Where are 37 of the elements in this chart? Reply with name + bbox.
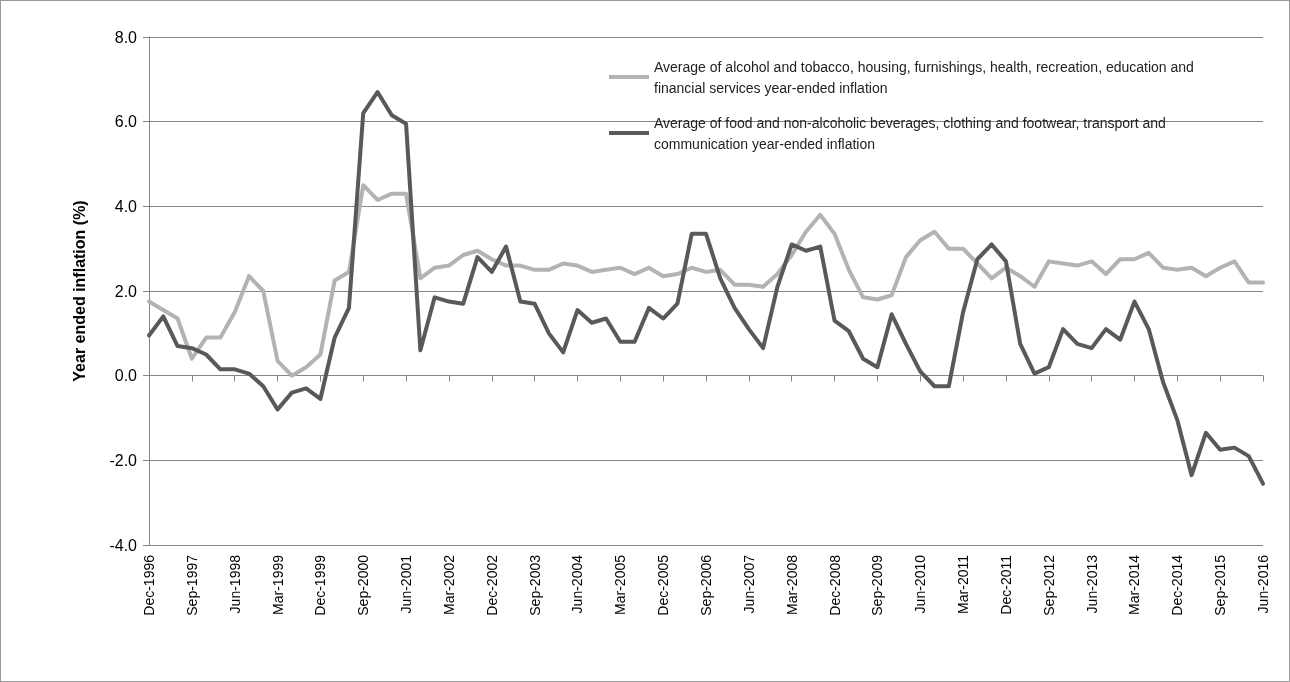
x-tick-label: Mar-2011 <box>955 554 972 614</box>
x-tick-label: Dec-2011 <box>997 554 1014 615</box>
x-tick-label: Sep-2012 <box>1040 554 1057 616</box>
x-tick-label: Mar-2002 <box>440 554 457 615</box>
x-tick-label: Jun-2001 <box>398 554 415 614</box>
y-tick-label: 8.0 <box>114 28 138 46</box>
y-axis-title: Year ended inflation (%) <box>70 200 88 382</box>
x-tick-label: Sep-2000 <box>355 554 372 616</box>
x-tick-label: Sep-2006 <box>698 554 714 616</box>
x-tick-label: Dec-2014 <box>1169 554 1186 616</box>
x-tick-label: Mar-2014 <box>1126 554 1143 615</box>
y-tick-label: 2.0 <box>114 282 138 300</box>
x-tick-label: Sep-2003 <box>526 554 543 616</box>
y-tick-label: 0.0 <box>114 367 138 385</box>
x-tick-label: Jun-2016 <box>1255 554 1271 614</box>
x-tick-label: Mar-1999 <box>269 554 286 615</box>
x-tick-label: Jun-2004 <box>569 554 586 614</box>
x-tick-label: Jun-2007 <box>740 554 757 614</box>
x-tick-label: Mar-2008 <box>783 554 800 615</box>
x-tick-label: Jun-2010 <box>912 554 929 614</box>
x-tick-label: Sep-2015 <box>1212 554 1229 616</box>
x-tick-label: Dec-1999 <box>312 554 329 616</box>
y-tick-label: -2.0 <box>109 451 138 469</box>
x-tick-label: Jun-1998 <box>226 554 243 614</box>
legend-label: Average of food and non-alcoholic beverages, clothing and footwear, transport and communication year-ended inflation <box>654 114 1170 152</box>
x-tick-label: Mar-2005 <box>612 554 629 615</box>
legend-label: Average of alcohol and tobacco, housing, furnishings, health, recreation, education and financial services year-ended inflation <box>654 58 1198 96</box>
y-tick-label: -4.0 <box>109 536 138 554</box>
y-tick-label: 6.0 <box>114 113 138 131</box>
x-tick-label: Dec-2008 <box>826 554 843 616</box>
x-tick-label: Dec-1996 <box>141 554 157 616</box>
y-tick-label: 4.0 <box>114 197 138 215</box>
x-tick-label: Sep-2009 <box>869 554 886 616</box>
x-tick-label: Jun-2013 <box>1083 554 1100 614</box>
x-tick-label: Sep-1997 <box>183 554 200 616</box>
x-tick-label: Dec-2002 <box>483 554 500 616</box>
x-tick-label: Dec-2005 <box>655 554 672 616</box>
